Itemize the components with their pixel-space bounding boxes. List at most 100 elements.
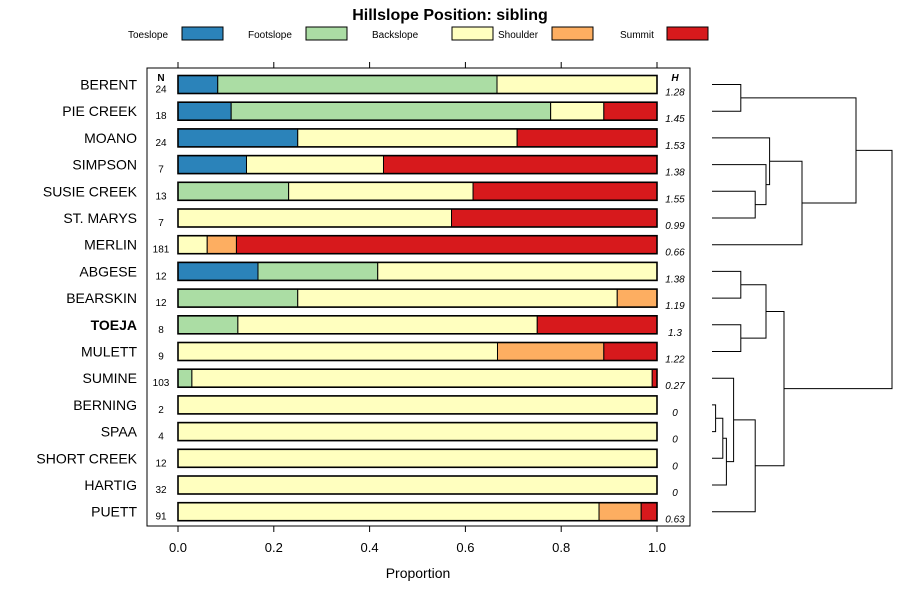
dendrogram-branch: [712, 270, 742, 299]
plot-frame: [146, 67, 691, 527]
bar-outline: [177, 288, 658, 308]
bar-segment-summit: [640, 502, 658, 522]
bar-segment-backslope: [297, 288, 618, 308]
n-label: 13: [155, 191, 167, 202]
category-label: SUSIE CREEK: [43, 183, 138, 199]
n-label: 9: [158, 352, 164, 363]
x-tick-label: 0.0: [169, 540, 187, 555]
h-labels: H 1.28 1.45 1.53 1.38 1.55 0.99 0.66 1.38 1.19 1.…: [665, 73, 685, 526]
category-label: TOEJA: [91, 317, 137, 333]
category-labels: BERENT PIE CREEK MOANO SIMPSON SUSIE CREEK ST…: [36, 77, 137, 520]
x-tick-label: 0.2: [265, 540, 283, 555]
n-label: 2: [158, 405, 164, 416]
dendrogram-branch: [755, 310, 785, 467]
bar-segment-shoulder: [616, 288, 658, 308]
h-label: 0.66: [665, 248, 685, 259]
h-label: 1.45: [665, 114, 685, 125]
dendrogram-branch: [712, 324, 742, 352]
bar-segment-summit: [382, 155, 658, 175]
h-label: 0: [672, 408, 678, 419]
bar-segment-toeslope: [177, 75, 219, 94]
category-label: PUETT: [91, 504, 137, 520]
n-label: 103: [153, 378, 170, 389]
x-tick-label: 0.8: [552, 540, 570, 555]
h-header: H: [671, 73, 679, 84]
n-label: 4: [158, 432, 164, 443]
n-label: 8: [158, 325, 164, 336]
n-header: N: [157, 73, 164, 84]
x-tick-label: 1.0: [648, 540, 666, 555]
bar-segment-summit: [472, 181, 658, 201]
h-label: 1.53: [665, 141, 685, 152]
bar-segment-summit: [516, 128, 658, 148]
category-label: SUMINE: [83, 370, 137, 386]
h-label: 1.38: [665, 274, 685, 285]
legend-swatch-summit: [666, 26, 709, 41]
legend-swatch-footslope: [305, 26, 348, 41]
bar-outline: [177, 395, 658, 415]
bar-segment-backslope: [377, 261, 658, 281]
category-label: PIE CREEK: [62, 103, 137, 119]
bar-outline: [177, 261, 658, 282]
legend-label-summit: Summit: [620, 30, 654, 41]
h-label: 0.63: [665, 515, 685, 526]
dendrogram-branch: [712, 404, 717, 433]
bar-segment-backslope: [177, 208, 453, 228]
bar-segment-toeslope: [177, 101, 232, 121]
bar-segment-summit: [603, 101, 658, 121]
bar-segment-toeslope: [177, 128, 299, 148]
h-label: 1.22: [665, 355, 685, 366]
n-label: 24: [155, 85, 167, 96]
category-label: SPAA: [101, 424, 138, 440]
bar-outline: [177, 74, 658, 95]
x-tick-label: 0.4: [361, 540, 379, 555]
dendrogram-branch: [784, 149, 893, 390]
bar-outline: [177, 341, 658, 362]
n-label: 12: [155, 271, 167, 282]
n-label: 12: [155, 298, 167, 309]
n-label: 7: [158, 218, 164, 229]
category-label: BEARSKIN: [66, 290, 137, 306]
bar-outline: [177, 475, 658, 495]
bar-segment-shoulder: [206, 235, 237, 255]
dendrogram-branch: [712, 437, 727, 486]
bar-segment-footslope: [230, 101, 552, 121]
h-label: 0: [672, 435, 678, 446]
dendrogram-branch: [712, 84, 742, 112]
dendrogram-branch: [740, 284, 767, 339]
bar-outline: [177, 314, 658, 335]
h-label: 0: [672, 461, 678, 472]
h-label: 1.28: [665, 88, 685, 99]
h-label: 1.19: [665, 301, 685, 312]
bar-outline: [177, 368, 658, 389]
n-label: 7: [158, 165, 164, 176]
category-label: MULETT: [81, 344, 137, 360]
h-label: 0: [672, 488, 678, 499]
category-label: ST. MARYS: [63, 210, 137, 226]
bar-segment-footslope: [177, 288, 299, 308]
legend-swatch-shoulder: [551, 26, 594, 41]
bar-outline: [177, 234, 658, 255]
n-label: 24: [155, 138, 167, 149]
bar-outline: [177, 448, 658, 469]
bar-segment-footslope: [257, 261, 379, 281]
bar-segment-backslope: [177, 235, 208, 255]
dendrogram-branch: [712, 190, 756, 219]
x-tick-label: 0.6: [456, 540, 474, 555]
x-axis: 0.0 0.2 0.4 0.6 0.8 1.0: [169, 62, 666, 555]
bar-segment-footslope: [177, 315, 239, 335]
bar-segment-backslope: [177, 475, 658, 495]
n-label: 12: [155, 458, 167, 469]
bar-segment-summit: [536, 315, 658, 335]
bar-outline: [177, 181, 658, 202]
n-label: 181: [153, 245, 170, 256]
bar-segment-backslope: [177, 502, 600, 522]
legend-label-shoulder: Shoulder: [498, 30, 539, 41]
bar-outline: [177, 101, 658, 121]
category-label: SIMPSON: [72, 157, 137, 173]
h-label: 0.27: [665, 381, 685, 392]
bar-segment-backslope: [177, 342, 498, 361]
dendrogram-branch: [740, 97, 857, 204]
